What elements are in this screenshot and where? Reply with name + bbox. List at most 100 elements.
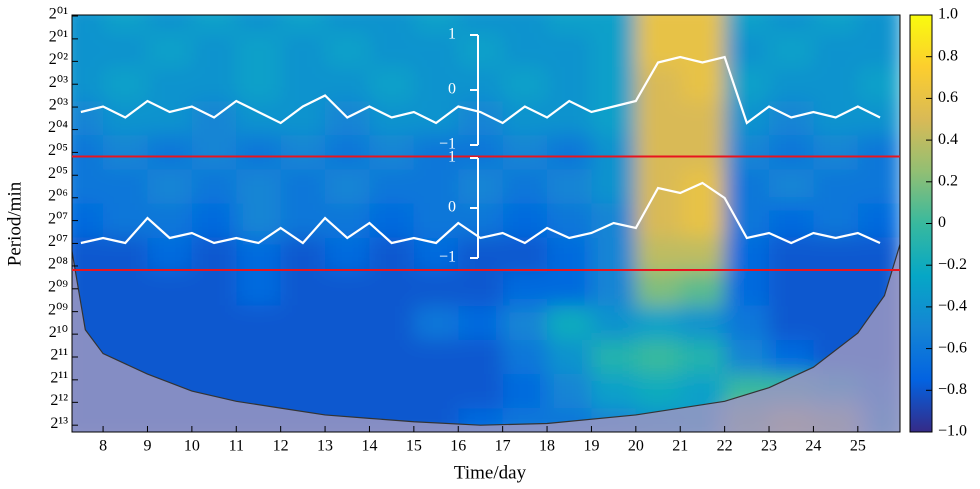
- heatmap-cell: [369, 67, 415, 103]
- heatmap-cell: [236, 15, 282, 35]
- x-tick-label: 25: [850, 438, 866, 455]
- heatmap-cell: [591, 339, 637, 376]
- heatmap-cell: [147, 203, 193, 239]
- heatmap-cell: [458, 203, 504, 239]
- heatmap-cell: [103, 135, 149, 171]
- heatmap-cell: [72, 15, 105, 35]
- x-tick-label: 13: [317, 438, 333, 455]
- heatmap-cell: [325, 135, 371, 171]
- heatmap-cell: [502, 169, 549, 205]
- y-tick-label: 2¹²: [50, 392, 68, 409]
- heatmap-cell: [769, 33, 815, 69]
- heatmap-cell: [236, 339, 282, 376]
- heatmap-cell: [369, 101, 415, 137]
- heatmap-cell: [280, 374, 327, 410]
- heatmap-cell: [547, 15, 593, 35]
- heatmap-cell: [635, 135, 682, 171]
- heatmap-cell: [236, 169, 282, 205]
- heatmap-cell: [591, 374, 637, 410]
- heatmap-cell: [191, 203, 238, 239]
- x-tick-label: 15: [406, 438, 422, 455]
- heatmap-cell: [369, 15, 415, 35]
- x-tick-label: 16: [450, 438, 466, 455]
- colorbar-tick-label: −0.8: [938, 381, 967, 398]
- heatmap-cell: [724, 15, 771, 35]
- heatmap-cell: [147, 169, 193, 205]
- heatmap-cell: [147, 15, 193, 35]
- heatmap-cell: [369, 203, 415, 239]
- heatmap-cell: [547, 374, 593, 410]
- x-tick-label: 11: [229, 438, 244, 455]
- heatmap-cell: [680, 101, 726, 137]
- heatmap-cell: [325, 203, 371, 239]
- heatmap-cell: [325, 374, 371, 410]
- heatmap-cell: [857, 135, 900, 171]
- heatmap-cell: [369, 374, 415, 410]
- heatmap-cell: [813, 15, 859, 35]
- heatmap-cell: [591, 169, 637, 205]
- y-tick-label: 2⁰⁹: [48, 278, 68, 295]
- colorbar-tick-label: 0.8: [938, 47, 958, 64]
- heatmap-cell: [724, 339, 771, 376]
- heatmap-cell: [857, 15, 900, 35]
- heatmap-cell: [547, 203, 593, 239]
- heatmap-cell: [813, 169, 859, 205]
- heatmap-cell: [413, 374, 460, 410]
- x-tick-label: 22: [717, 438, 733, 455]
- heatmap-cell: [191, 169, 238, 205]
- heatmap-cell: [680, 135, 726, 171]
- heatmap-cell: [813, 237, 859, 273]
- heatmap-cell: [458, 135, 504, 171]
- overlay-tick-label: −1: [439, 249, 456, 266]
- heatmap-cell: [280, 305, 327, 341]
- heatmap-cell: [458, 374, 504, 410]
- heatmap-cell: [236, 33, 282, 69]
- coi-shade: [72, 244, 900, 432]
- heatmap-cell: [458, 271, 504, 307]
- heatmap-cell: [458, 169, 504, 205]
- heatmap-cell: [413, 339, 460, 376]
- heatmap-cell: [325, 339, 371, 376]
- heatmap-cell: [236, 101, 282, 137]
- heatmap-cell: [724, 169, 771, 205]
- x-tick-label: 18: [539, 438, 555, 455]
- heatmap-cell: [547, 67, 593, 103]
- heatmap-cell: [280, 67, 327, 103]
- heatmap-cells: [72, 15, 900, 432]
- x-tick-label: 17: [495, 438, 511, 455]
- heatmap-cell: [369, 169, 415, 205]
- heatmap-cell: [857, 33, 900, 69]
- y-tick-label: 2⁰⁴: [48, 119, 68, 136]
- heatmap-cell: [458, 67, 504, 103]
- heatmap-cell: [103, 169, 149, 205]
- y-tick-label: 2¹¹: [50, 347, 68, 364]
- overlay-line: [80, 181, 881, 245]
- y-tick-label: 2⁰²: [49, 51, 68, 68]
- heatmap-cell: [547, 271, 593, 307]
- y-tick-label: 2⁰¹: [49, 29, 68, 46]
- heatmap-cell: [547, 169, 593, 205]
- heatmap-cell: [813, 33, 859, 69]
- heatmap-cell: [591, 33, 637, 69]
- heatmap-cell: [147, 135, 193, 171]
- heatmap-cell: [591, 305, 637, 341]
- x-axis-label: Time/day: [454, 462, 527, 483]
- heatmap-cell: [103, 203, 149, 239]
- heatmap-cell: [680, 15, 726, 35]
- heatmap-cell: [591, 135, 637, 171]
- heatmap-cell: [458, 237, 504, 273]
- colorbar-tick-label: −1.0: [938, 423, 967, 440]
- heatmap-cell: [635, 305, 682, 341]
- heatmap-cell: [72, 135, 105, 171]
- heatmap-cell: [591, 237, 637, 273]
- heatmap-cell: [103, 15, 149, 35]
- heatmap-cell: [813, 305, 859, 341]
- heatmap-cell: [413, 15, 460, 35]
- x-tick-label: 14: [361, 438, 377, 455]
- heatmap-cell: [635, 271, 682, 307]
- overlay-tick-label: 0: [448, 199, 456, 216]
- y-tick-label: 2⁰⁵: [48, 165, 68, 182]
- heatmap-cell: [458, 15, 504, 35]
- y-tick-label: 2⁰³: [49, 74, 68, 91]
- colorbar-tick-label: −0.6: [938, 339, 967, 356]
